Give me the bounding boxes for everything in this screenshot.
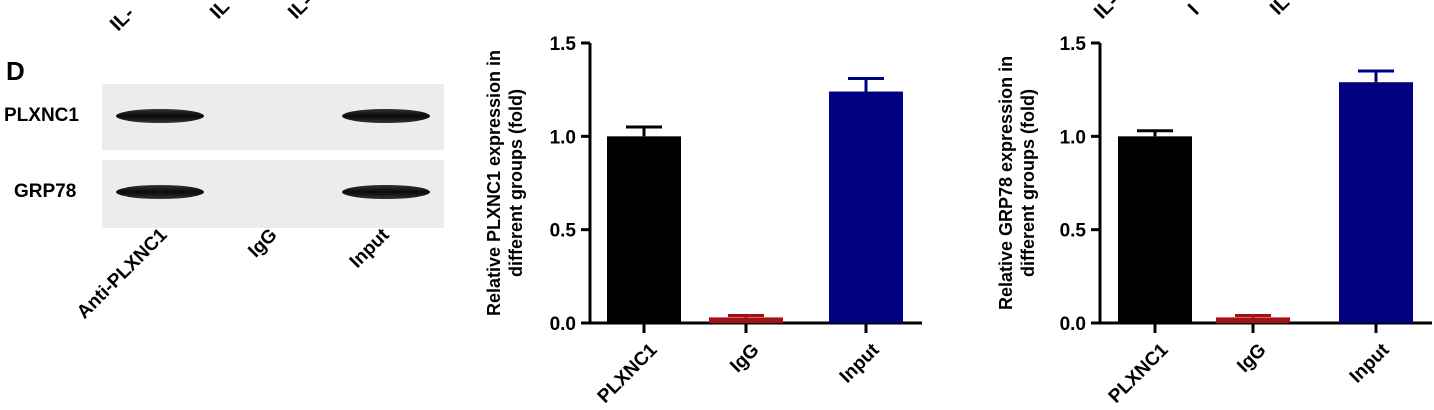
top-cut-labels: IL- IL IL- IL- I IL — [106, 0, 1294, 36]
y-axis-title-line: Relative PLXNC1 expression in — [484, 50, 504, 316]
y-tick-label: 0.5 — [550, 221, 577, 242]
y-tick-label: 0.0 — [550, 314, 576, 335]
blot-band — [342, 109, 430, 123]
y-tick-label: 1.0 — [550, 127, 576, 148]
bar-chart-grp78: Relative GRP78 expression in different gr… — [996, 34, 1432, 408]
bar — [709, 317, 783, 323]
x-tick-label: Input — [836, 339, 884, 387]
x-tick-label: Input — [1346, 339, 1394, 387]
blot-band — [342, 185, 430, 199]
bar — [1339, 82, 1413, 323]
y-axis-title-line: different groups (fold) — [1018, 89, 1038, 277]
blot-band — [116, 109, 204, 123]
x-tick-label: PLXNC1 — [1105, 339, 1173, 407]
y-tick-label: 0.5 — [1060, 221, 1087, 242]
y-tick-label: 1.5 — [550, 34, 577, 55]
bar — [607, 136, 681, 323]
x-tick-label: PLXNC1 — [594, 339, 662, 407]
y-tick-label: 1.5 — [1060, 34, 1087, 55]
top-cut-label: IL- — [284, 0, 317, 24]
top-cut-label: I — [1184, 0, 1203, 19]
x-tick-label: IgG — [1233, 340, 1270, 377]
top-cut-label: IL — [1266, 0, 1294, 20]
bar-chart-plxnc1: Relative PLXNC1 expression in different g… — [484, 34, 922, 408]
bar — [829, 91, 903, 324]
blot-row-label-grp78: GRP78 — [14, 181, 76, 202]
western-blot-panel: D PLXNC1 GRP78 Anti-PLXNC1 IgG Input — [4, 56, 444, 323]
y-tick-label: 0.0 — [1060, 314, 1086, 335]
bar — [1118, 136, 1192, 323]
top-cut-label: IL — [206, 0, 234, 24]
blot-row-label-plxnc1: PLXNC1 — [4, 105, 79, 126]
panel-letter: D — [6, 56, 25, 86]
x-tick-label: IgG — [726, 340, 763, 377]
top-cut-label: IL- — [1090, 0, 1123, 24]
bar — [1216, 317, 1290, 323]
blot-band — [116, 185, 204, 199]
y-axis-title-line: Relative GRP78 expression in — [996, 56, 1016, 310]
y-axis-title: Relative GRP78 expression in different gr… — [996, 56, 1038, 310]
blot-lane-label-igg: IgG — [244, 225, 281, 262]
blot-lane-label-anti-plxnc1: Anti-PLXNC1 — [73, 224, 172, 323]
blot-lane-label-input: Input — [346, 224, 394, 272]
top-cut-label: IL- — [106, 3, 139, 36]
y-tick-label: 1.0 — [1060, 127, 1086, 148]
blot-bands — [116, 109, 430, 199]
y-axis-title-line: different groups (fold) — [506, 89, 526, 277]
y-axis-title: Relative PLXNC1 expression in different g… — [484, 50, 526, 316]
